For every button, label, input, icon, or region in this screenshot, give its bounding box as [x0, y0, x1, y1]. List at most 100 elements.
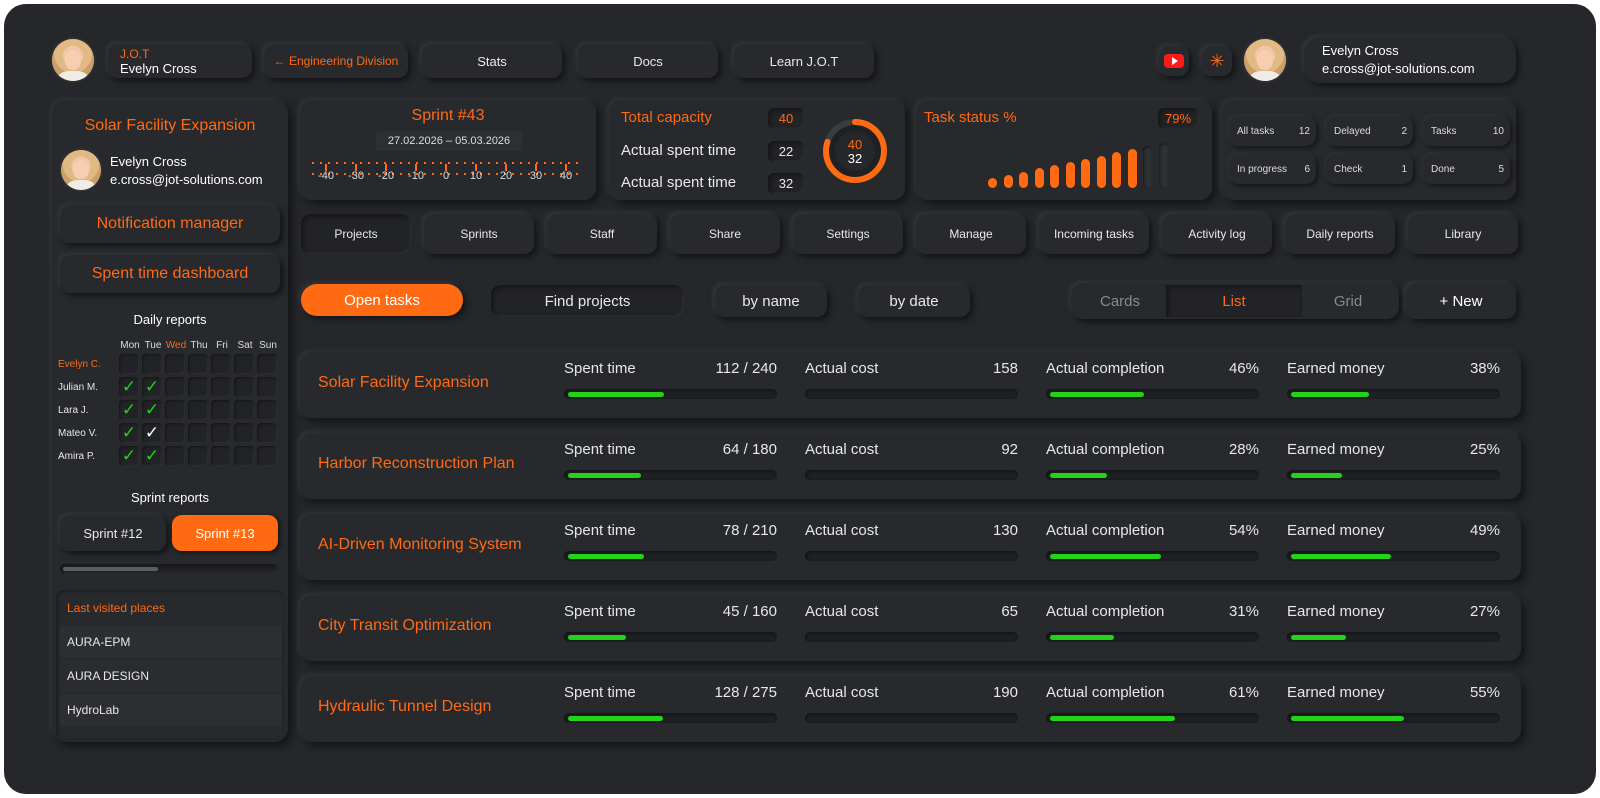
- report-cell[interactable]: [257, 423, 277, 443]
- view-grid[interactable]: Grid: [1333, 292, 1363, 310]
- check-icon: ✓: [121, 377, 137, 396]
- report-cell[interactable]: [234, 423, 254, 443]
- spent-time-dashboard-button[interactable]: Spent time dashboard: [60, 255, 280, 293]
- find-projects-input[interactable]: Find projects: [491, 285, 684, 317]
- scale-label: 10: [469, 170, 483, 182]
- tab-staff[interactable]: Staff: [547, 214, 657, 254]
- tab-incoming-tasks[interactable]: Incoming tasks: [1039, 214, 1149, 254]
- project-name[interactable]: Hydraulic Tunnel Design: [318, 698, 492, 715]
- report-cell[interactable]: [165, 400, 185, 420]
- report-cell[interactable]: [165, 354, 185, 374]
- nav-learn[interactable]: Learn J.O.T: [734, 44, 874, 78]
- report-cell[interactable]: [188, 400, 208, 420]
- project-row[interactable]: Hydraulic Tunnel Design Spent time 128 / 2…: [300, 676, 1521, 742]
- report-cell[interactable]: [142, 377, 162, 397]
- notification-manager-button[interactable]: Notification manager: [60, 205, 280, 243]
- progress-fill: [1050, 716, 1175, 721]
- nav-docs[interactable]: Docs: [578, 44, 718, 78]
- report-cell[interactable]: [142, 400, 162, 420]
- project-row[interactable]: AI-Driven Monitoring System Spent time 78 …: [300, 514, 1521, 580]
- profile-card[interactable]: Evelyn Cross e.cross@jot-solutions.com: [1304, 37, 1516, 83]
- stat-pill-all-tasks[interactable]: All tasks 12: [1229, 116, 1316, 146]
- report-cell[interactable]: [257, 400, 277, 420]
- sidebar-user-email: e.cross@jot-solutions.com: [110, 172, 263, 187]
- tab-settings[interactable]: Settings: [793, 214, 903, 254]
- tab-library[interactable]: Library: [1408, 214, 1518, 254]
- youtube-button[interactable]: [1159, 46, 1189, 76]
- check-icon: ✓: [121, 446, 137, 465]
- sort-by-date-button[interactable]: by date: [858, 285, 970, 317]
- report-cell[interactable]: [165, 377, 185, 397]
- report-cell[interactable]: [257, 354, 277, 374]
- last-visited-item[interactable]: AURA DESIGN: [60, 660, 282, 692]
- nav-stats[interactable]: Stats: [422, 44, 562, 78]
- view-list[interactable]: List: [1166, 285, 1302, 317]
- sort-by-name-button[interactable]: by name: [715, 285, 827, 317]
- open-tasks-button[interactable]: Open tasks: [301, 284, 463, 316]
- back-link[interactable]: ← Engineering Division: [264, 44, 408, 78]
- sprint-report-13[interactable]: Sprint #13: [172, 515, 278, 551]
- last-visited-item[interactable]: AURA-EPM: [60, 626, 282, 658]
- report-cell[interactable]: [188, 446, 208, 466]
- stat-pill-done[interactable]: Done 5: [1423, 154, 1510, 184]
- stat-pill-in-progress[interactable]: In progress 6: [1229, 154, 1316, 184]
- report-cell[interactable]: [234, 377, 254, 397]
- sprint-report-12[interactable]: Sprint #12: [60, 515, 166, 551]
- report-cell[interactable]: [188, 377, 208, 397]
- tab-share[interactable]: Share: [670, 214, 780, 254]
- new-project-button[interactable]: + New: [1406, 283, 1516, 319]
- project-name[interactable]: Harbor Reconstruction Plan: [318, 455, 515, 472]
- status-bar: [1019, 171, 1028, 188]
- stat-pill-tasks[interactable]: Tasks 10: [1423, 116, 1510, 146]
- tab-activity-log[interactable]: Activity log: [1162, 214, 1272, 254]
- report-cell[interactable]: [211, 446, 231, 466]
- tab-sprints[interactable]: Sprints: [424, 214, 534, 254]
- report-cell[interactable]: [119, 400, 139, 420]
- report-cell[interactable]: [142, 446, 162, 466]
- report-cell[interactable]: [257, 377, 277, 397]
- scrollbar-thumb[interactable]: [63, 567, 158, 571]
- stat-label: Delayed: [1334, 125, 1371, 137]
- project-row[interactable]: City Transit Optimization Spent time 45 / …: [300, 595, 1521, 661]
- report-cell[interactable]: [119, 354, 139, 374]
- tab-manage[interactable]: Manage: [916, 214, 1026, 254]
- report-cell[interactable]: [211, 354, 231, 374]
- progress-fill: [568, 635, 626, 640]
- tab-daily-reports[interactable]: Daily reports: [1285, 214, 1395, 254]
- report-cell[interactable]: [234, 400, 254, 420]
- project-name[interactable]: Solar Facility Expansion: [318, 374, 489, 391]
- stat-pill-delayed[interactable]: Delayed 2: [1326, 116, 1413, 146]
- spent-time-value: 22: [768, 141, 804, 162]
- report-cell[interactable]: [142, 423, 162, 443]
- report-cell[interactable]: [165, 446, 185, 466]
- project-name[interactable]: AI-Driven Monitoring System: [318, 536, 522, 553]
- report-cell[interactable]: [119, 377, 139, 397]
- profile-avatar[interactable]: [1244, 39, 1286, 81]
- report-cell[interactable]: [119, 423, 139, 443]
- report-cell[interactable]: [211, 400, 231, 420]
- report-cell[interactable]: [234, 446, 254, 466]
- report-cell[interactable]: [211, 377, 231, 397]
- report-cell[interactable]: [188, 423, 208, 443]
- person-label: Mateo V.: [58, 428, 98, 439]
- user-card[interactable]: J.O.T Evelyn Cross: [108, 44, 252, 78]
- report-cell[interactable]: [188, 354, 208, 374]
- report-cell[interactable]: [257, 446, 277, 466]
- report-cell[interactable]: [119, 446, 139, 466]
- theme-toggle[interactable]: ✳: [1202, 46, 1232, 76]
- report-cell[interactable]: [234, 354, 254, 374]
- report-cell[interactable]: [142, 354, 162, 374]
- report-cell[interactable]: [211, 423, 231, 443]
- tab-projects[interactable]: Projects: [301, 214, 411, 254]
- project-row[interactable]: Solar Facility Expansion Spent time 112 / …: [300, 352, 1521, 418]
- view-cards[interactable]: Cards: [1099, 292, 1140, 310]
- last-visited-item[interactable]: HydroLab: [60, 694, 282, 726]
- report-cell[interactable]: [165, 423, 185, 443]
- project-name[interactable]: City Transit Optimization: [318, 617, 492, 634]
- project-row[interactable]: Harbor Reconstruction Plan Spent time 64 /…: [300, 433, 1521, 499]
- scale-label: 20: [499, 170, 513, 182]
- sidebar-scrollbar[interactable]: [60, 564, 278, 574]
- person-label: Julian M.: [58, 382, 99, 393]
- avatar[interactable]: [52, 39, 94, 81]
- stat-pill-check[interactable]: Check 1: [1326, 154, 1413, 184]
